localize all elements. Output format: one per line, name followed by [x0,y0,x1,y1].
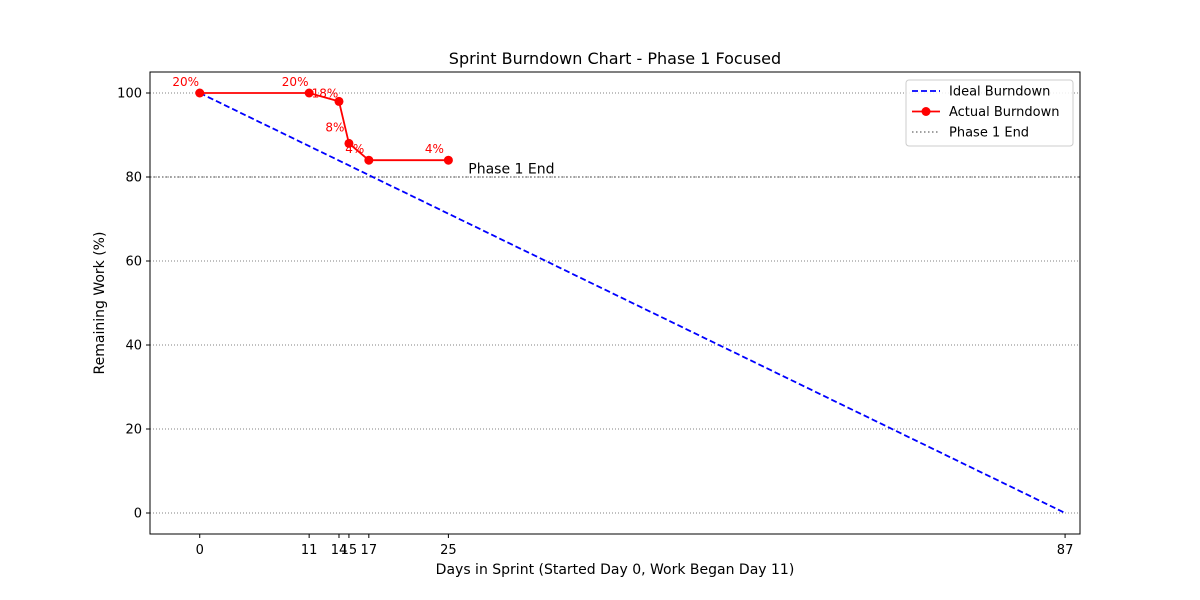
x-tick-label: 17 [361,543,378,558]
y-tick-label: 20 [125,423,142,438]
legend-label: Phase 1 End [949,126,1029,141]
y-tick-label: 80 [125,171,142,186]
phase-1-end-label: Phase 1 End [468,162,554,178]
actual-burndown-point [443,155,453,165]
legend-box [905,79,1074,147]
chart-title: Sprint Burndown Chart - Phase 1 Focused [449,49,781,68]
x-axis-label: Days in Sprint (Started Day 0, Work Bega… [436,562,795,578]
y-axis-label: Remaining Work (%) [92,232,108,375]
legend-marker [921,107,931,116]
point-label: 20% [282,75,309,89]
series-layer [195,88,1066,514]
y-tick-label: 40 [125,339,142,354]
x-tick-label: 11 [301,543,318,558]
actual-burndown-point [334,96,344,106]
grid-layer [150,92,1080,514]
actual-burndown-point [304,88,314,98]
x-tick-label: 25 [440,543,457,558]
actual-burndown-point [195,88,205,98]
actual-burndown-point [344,138,354,148]
x-tick-label: 87 [1057,543,1074,558]
y-tick-label: 0 [134,507,142,522]
ideal-burndown-line [199,92,1066,514]
plot-frame [149,71,1081,535]
point-label: 18% [312,86,339,100]
point-label: 4% [345,142,364,156]
legend: Ideal Burndown Actual Burndown Phase 1 End [905,79,1074,147]
y-tick-label: 100 [117,87,142,102]
x-tick-label: 0 [196,543,204,558]
point-label: 8% [325,120,344,134]
x-tick-label: 14 [331,543,348,558]
x-tick-label: 15 [341,543,358,558]
y-tick-label: 60 [125,255,142,270]
actual-burndown-line [199,92,449,162]
y-axis: 0 20 40 60 80 100 [117,87,150,522]
point-label: 4% [425,142,444,156]
legend-label: Ideal Burndown [949,85,1050,100]
point-label: 20% [172,75,199,89]
actual-burndown-point [364,155,374,165]
legend-label: Actual Burndown [949,105,1059,120]
